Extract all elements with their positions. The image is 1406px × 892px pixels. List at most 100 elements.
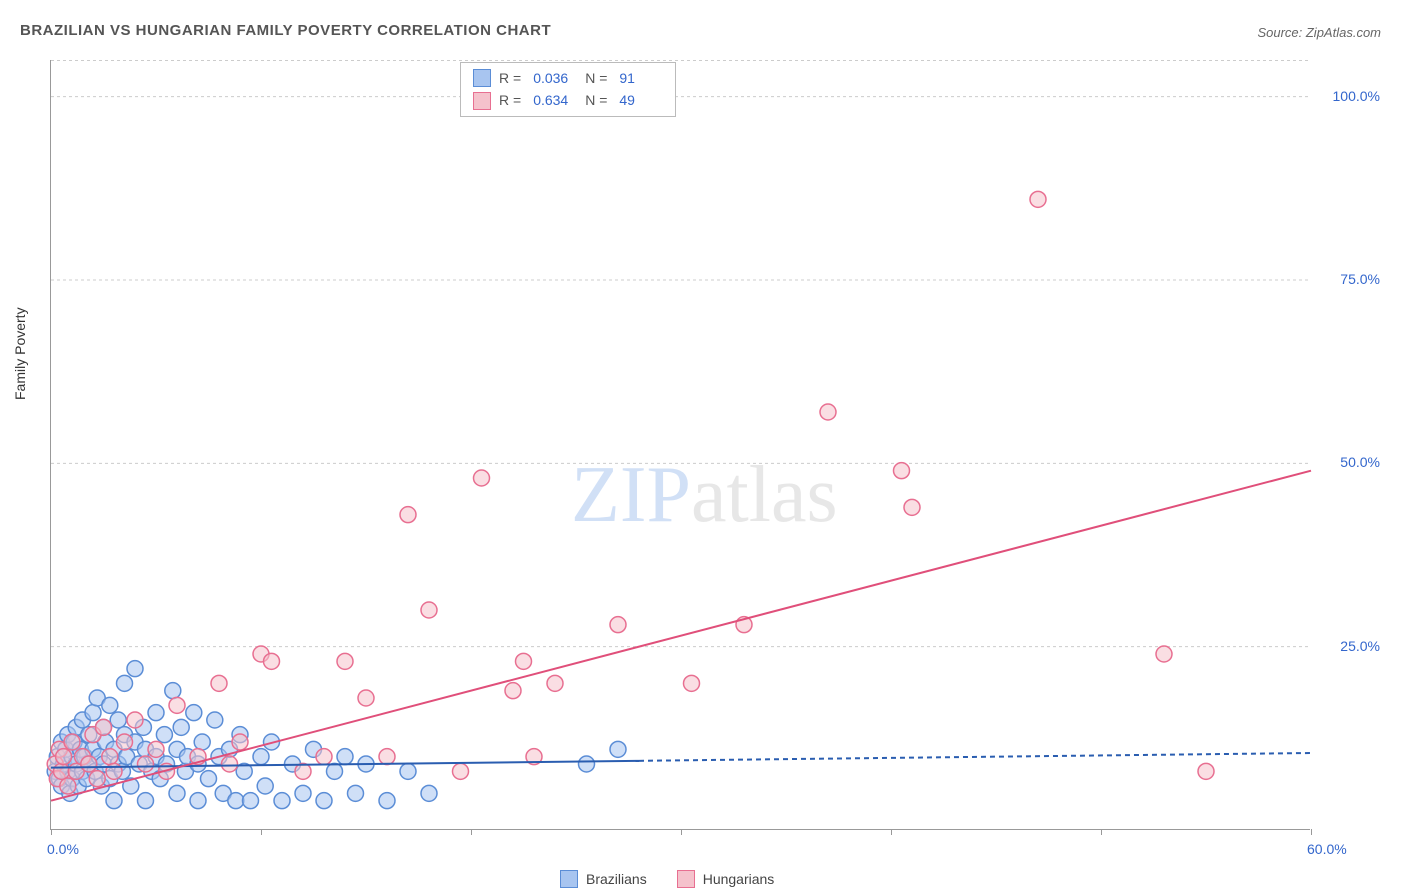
chart-title: BRAZILIAN VS HUNGARIAN FAMILY POVERTY CO… xyxy=(20,22,551,39)
n-value-brazilians: 91 xyxy=(619,67,663,89)
legend-swatch-hungarians xyxy=(473,92,491,110)
scatter-point-hungarians xyxy=(516,653,532,669)
watermark-atlas: atlas xyxy=(691,451,838,539)
scatter-point-hungarians xyxy=(232,734,248,750)
scatter-point-hungarians xyxy=(264,653,280,669)
scatter-point-brazilians xyxy=(110,712,126,728)
x-tick xyxy=(261,829,262,835)
plot-area: ZIPatlas 25.0%50.0%75.0%100.0%0.0%60.0% xyxy=(50,60,1310,830)
scatter-point-hungarians xyxy=(106,763,122,779)
legend-swatch-brazilians xyxy=(473,69,491,87)
scatter-point-hungarians xyxy=(1198,763,1214,779)
scatter-point-hungarians xyxy=(316,749,332,765)
scatter-point-hungarians xyxy=(138,756,154,772)
scatter-point-hungarians xyxy=(222,756,238,772)
scatter-point-brazilians xyxy=(379,793,395,809)
scatter-point-brazilians xyxy=(295,785,311,801)
legend-series: Brazilians Hungarians xyxy=(560,870,774,888)
scatter-plot-svg xyxy=(51,60,1310,829)
y-tick-label: 50.0% xyxy=(1340,454,1380,470)
y-axis-label: Family Poverty xyxy=(12,307,28,400)
legend-swatch-hungarians xyxy=(677,870,695,888)
scatter-point-brazilians xyxy=(337,749,353,765)
scatter-point-brazilians xyxy=(243,793,259,809)
r-value-hungarians: 0.634 xyxy=(533,89,577,111)
scatter-point-brazilians xyxy=(316,793,332,809)
scatter-point-hungarians xyxy=(89,771,105,787)
x-tick xyxy=(471,829,472,835)
n-value-hungarians: 49 xyxy=(619,89,663,111)
x-tick xyxy=(681,829,682,835)
scatter-point-hungarians xyxy=(684,675,700,691)
chart-container: BRAZILIAN VS HUNGARIAN FAMILY POVERTY CO… xyxy=(0,0,1406,892)
scatter-point-hungarians xyxy=(505,683,521,699)
scatter-point-hungarians xyxy=(102,749,118,765)
source-attribution: Source: ZipAtlas.com xyxy=(1257,25,1381,40)
scatter-point-brazilians xyxy=(274,793,290,809)
scatter-point-hungarians xyxy=(117,734,133,750)
watermark-zip: ZIP xyxy=(571,451,691,539)
x-tick xyxy=(51,829,52,835)
legend-label-brazilians: Brazilians xyxy=(586,871,647,887)
scatter-point-brazilians xyxy=(106,793,122,809)
legend-stats: R = 0.036 N = 91 R = 0.634 N = 49 xyxy=(460,62,676,117)
scatter-point-hungarians xyxy=(820,404,836,420)
scatter-point-brazilians xyxy=(117,675,133,691)
x-tick xyxy=(1311,829,1312,835)
scatter-point-brazilians xyxy=(156,727,172,743)
scatter-point-hungarians xyxy=(547,675,563,691)
scatter-point-brazilians xyxy=(421,785,437,801)
scatter-point-brazilians xyxy=(148,705,164,721)
legend-swatch-brazilians xyxy=(560,870,578,888)
n-label: N = xyxy=(585,67,607,89)
scatter-point-hungarians xyxy=(148,741,164,757)
x-tick xyxy=(1101,829,1102,835)
y-tick-label: 75.0% xyxy=(1340,271,1380,287)
scatter-point-hungarians xyxy=(127,712,143,728)
scatter-point-brazilians xyxy=(610,741,626,757)
y-tick-label: 100.0% xyxy=(1333,88,1380,104)
scatter-point-hungarians xyxy=(400,507,416,523)
scatter-point-hungarians xyxy=(894,463,910,479)
y-tick-label: 25.0% xyxy=(1340,638,1380,654)
legend-item-hungarians: Hungarians xyxy=(677,870,775,888)
scatter-point-brazilians xyxy=(348,785,364,801)
scatter-point-hungarians xyxy=(54,763,70,779)
legend-stats-row-hungarians: R = 0.634 N = 49 xyxy=(473,89,663,111)
scatter-point-brazilians xyxy=(228,793,244,809)
scatter-point-hungarians xyxy=(379,749,395,765)
scatter-point-hungarians xyxy=(358,690,374,706)
scatter-point-brazilians xyxy=(173,719,189,735)
scatter-point-hungarians xyxy=(610,617,626,633)
scatter-point-hungarians xyxy=(1030,191,1046,207)
scatter-point-brazilians xyxy=(138,793,154,809)
n-label: N = xyxy=(585,89,607,111)
trend-line-dashed-brazilians xyxy=(639,753,1311,761)
scatter-point-brazilians xyxy=(257,778,273,794)
scatter-point-brazilians xyxy=(186,705,202,721)
scatter-point-brazilians xyxy=(579,756,595,772)
scatter-point-hungarians xyxy=(474,470,490,486)
scatter-point-brazilians xyxy=(190,793,206,809)
scatter-point-brazilians xyxy=(400,763,416,779)
r-label: R = xyxy=(499,89,521,111)
scatter-point-hungarians xyxy=(904,499,920,515)
x-tick-label: 60.0% xyxy=(1307,841,1347,857)
scatter-point-brazilians xyxy=(102,697,118,713)
scatter-point-hungarians xyxy=(81,756,97,772)
scatter-point-brazilians xyxy=(201,771,217,787)
x-tick-label: 0.0% xyxy=(47,841,79,857)
scatter-point-hungarians xyxy=(169,697,185,713)
scatter-point-hungarians xyxy=(337,653,353,669)
r-label: R = xyxy=(499,67,521,89)
scatter-point-hungarians xyxy=(1156,646,1172,662)
scatter-point-hungarians xyxy=(453,763,469,779)
scatter-point-hungarians xyxy=(56,749,72,765)
scatter-point-hungarians xyxy=(64,734,80,750)
scatter-point-hungarians xyxy=(96,719,112,735)
scatter-point-brazilians xyxy=(127,661,143,677)
scatter-point-hungarians xyxy=(211,675,227,691)
legend-label-hungarians: Hungarians xyxy=(703,871,775,887)
scatter-point-hungarians xyxy=(60,778,76,794)
watermark: ZIPatlas xyxy=(571,450,838,541)
